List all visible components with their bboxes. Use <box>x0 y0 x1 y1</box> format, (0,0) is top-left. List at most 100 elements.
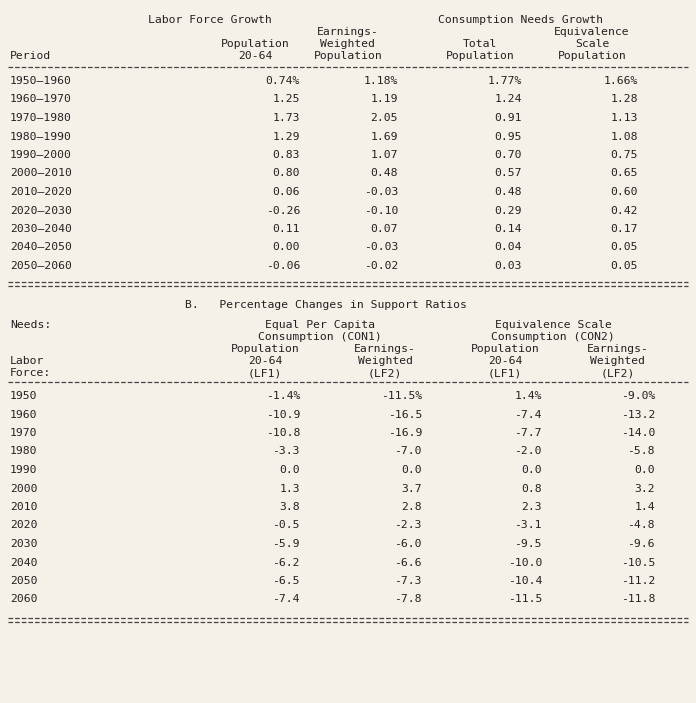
Text: -0.06: -0.06 <box>266 261 300 271</box>
Text: 0.74%: 0.74% <box>266 76 300 86</box>
Text: 0.29: 0.29 <box>494 205 522 216</box>
Text: 2000: 2000 <box>10 484 38 494</box>
Text: Population: Population <box>557 51 626 61</box>
Text: -9.5: -9.5 <box>514 539 542 549</box>
Text: 0.8: 0.8 <box>521 484 542 494</box>
Text: -10.5: -10.5 <box>621 557 655 567</box>
Text: -5.9: -5.9 <box>273 539 300 549</box>
Text: -6.5: -6.5 <box>273 576 300 586</box>
Text: 3.7: 3.7 <box>402 484 422 494</box>
Text: -16.5: -16.5 <box>388 410 422 420</box>
Text: 0.14: 0.14 <box>494 224 522 234</box>
Text: -10.9: -10.9 <box>266 410 300 420</box>
Text: 1990–2000: 1990–2000 <box>10 150 72 160</box>
Text: -0.26: -0.26 <box>266 205 300 216</box>
Text: 0.75: 0.75 <box>610 150 638 160</box>
Text: -3.1: -3.1 <box>514 520 542 531</box>
Text: 1.19: 1.19 <box>370 94 398 105</box>
Text: -11.5%: -11.5% <box>381 391 422 401</box>
Text: -0.5: -0.5 <box>273 520 300 531</box>
Text: 2.3: 2.3 <box>521 502 542 512</box>
Text: 0.57: 0.57 <box>494 169 522 179</box>
Text: 1.4: 1.4 <box>634 502 655 512</box>
Text: -10.4: -10.4 <box>507 576 542 586</box>
Text: Earnings-: Earnings- <box>587 344 649 354</box>
Text: 0.83: 0.83 <box>273 150 300 160</box>
Text: Population: Population <box>221 39 290 49</box>
Text: Weighted: Weighted <box>358 356 413 366</box>
Text: 1.77%: 1.77% <box>488 76 522 86</box>
Text: 0.11: 0.11 <box>273 224 300 234</box>
Text: -7.4: -7.4 <box>514 410 542 420</box>
Text: -7.8: -7.8 <box>395 595 422 605</box>
Text: -0.10: -0.10 <box>363 205 398 216</box>
Text: -0.03: -0.03 <box>363 243 398 252</box>
Text: -11.5: -11.5 <box>507 595 542 605</box>
Text: Earnings-: Earnings- <box>354 344 416 354</box>
Text: Labor Force Growth: Labor Force Growth <box>148 15 272 25</box>
Text: Population: Population <box>470 344 539 354</box>
Text: Scale: Scale <box>575 39 609 49</box>
Text: 0.03: 0.03 <box>494 261 522 271</box>
Text: (LF2): (LF2) <box>367 368 402 378</box>
Text: 2010: 2010 <box>10 502 38 512</box>
Text: Earnings-: Earnings- <box>317 27 379 37</box>
Text: -11.8: -11.8 <box>621 595 655 605</box>
Text: 20-64: 20-64 <box>488 356 522 366</box>
Text: 1.08: 1.08 <box>610 131 638 141</box>
Text: 0.07: 0.07 <box>370 224 398 234</box>
Text: 0.0: 0.0 <box>521 465 542 475</box>
Text: (LF1): (LF1) <box>248 368 282 378</box>
Text: Equivalence Scale: Equivalence Scale <box>495 320 612 330</box>
Text: 20-64: 20-64 <box>248 356 282 366</box>
Text: 2.05: 2.05 <box>370 113 398 123</box>
Text: 1.66%: 1.66% <box>603 76 638 86</box>
Text: (LF1): (LF1) <box>488 368 522 378</box>
Text: 1990: 1990 <box>10 465 38 475</box>
Text: 0.0: 0.0 <box>634 465 655 475</box>
Text: 1.3: 1.3 <box>279 484 300 494</box>
Text: 0.95: 0.95 <box>494 131 522 141</box>
Text: 2030–2040: 2030–2040 <box>10 224 72 234</box>
Text: 1.13: 1.13 <box>610 113 638 123</box>
Text: 1970: 1970 <box>10 428 38 438</box>
Text: 2060: 2060 <box>10 595 38 605</box>
Text: -6.6: -6.6 <box>395 557 422 567</box>
Text: 0.48: 0.48 <box>370 169 398 179</box>
Text: 1950: 1950 <box>10 391 38 401</box>
Text: -7.7: -7.7 <box>514 428 542 438</box>
Text: -7.4: -7.4 <box>273 595 300 605</box>
Text: Labor: Labor <box>10 356 45 366</box>
Text: -14.0: -14.0 <box>621 428 655 438</box>
Text: 2.8: 2.8 <box>402 502 422 512</box>
Text: 1960: 1960 <box>10 410 38 420</box>
Text: 0.05: 0.05 <box>610 243 638 252</box>
Text: 0.05: 0.05 <box>610 261 638 271</box>
Text: -7.3: -7.3 <box>395 576 422 586</box>
Text: Total: Total <box>463 39 497 49</box>
Text: -11.2: -11.2 <box>621 576 655 586</box>
Text: 2020: 2020 <box>10 520 38 531</box>
Text: 0.04: 0.04 <box>494 243 522 252</box>
Text: -10.8: -10.8 <box>266 428 300 438</box>
Text: -3.3: -3.3 <box>273 446 300 456</box>
Text: 0.60: 0.60 <box>610 187 638 197</box>
Text: 0.00: 0.00 <box>273 243 300 252</box>
Text: 0.06: 0.06 <box>273 187 300 197</box>
Text: 1980: 1980 <box>10 446 38 456</box>
Text: 0.48: 0.48 <box>494 187 522 197</box>
Text: 1970–1980: 1970–1980 <box>10 113 72 123</box>
Text: 2040–2050: 2040–2050 <box>10 243 72 252</box>
Text: 1.24: 1.24 <box>494 94 522 105</box>
Text: -7.0: -7.0 <box>395 446 422 456</box>
Text: -4.8: -4.8 <box>628 520 655 531</box>
Text: Equal Per Capita: Equal Per Capita <box>265 320 375 330</box>
Text: -2.0: -2.0 <box>514 446 542 456</box>
Text: -2.3: -2.3 <box>395 520 422 531</box>
Text: 2020–2030: 2020–2030 <box>10 205 72 216</box>
Text: 2030: 2030 <box>10 539 38 549</box>
Text: 3.8: 3.8 <box>279 502 300 512</box>
Text: -13.2: -13.2 <box>621 410 655 420</box>
Text: Consumption Needs Growth: Consumption Needs Growth <box>438 15 603 25</box>
Text: 2010–2020: 2010–2020 <box>10 187 72 197</box>
